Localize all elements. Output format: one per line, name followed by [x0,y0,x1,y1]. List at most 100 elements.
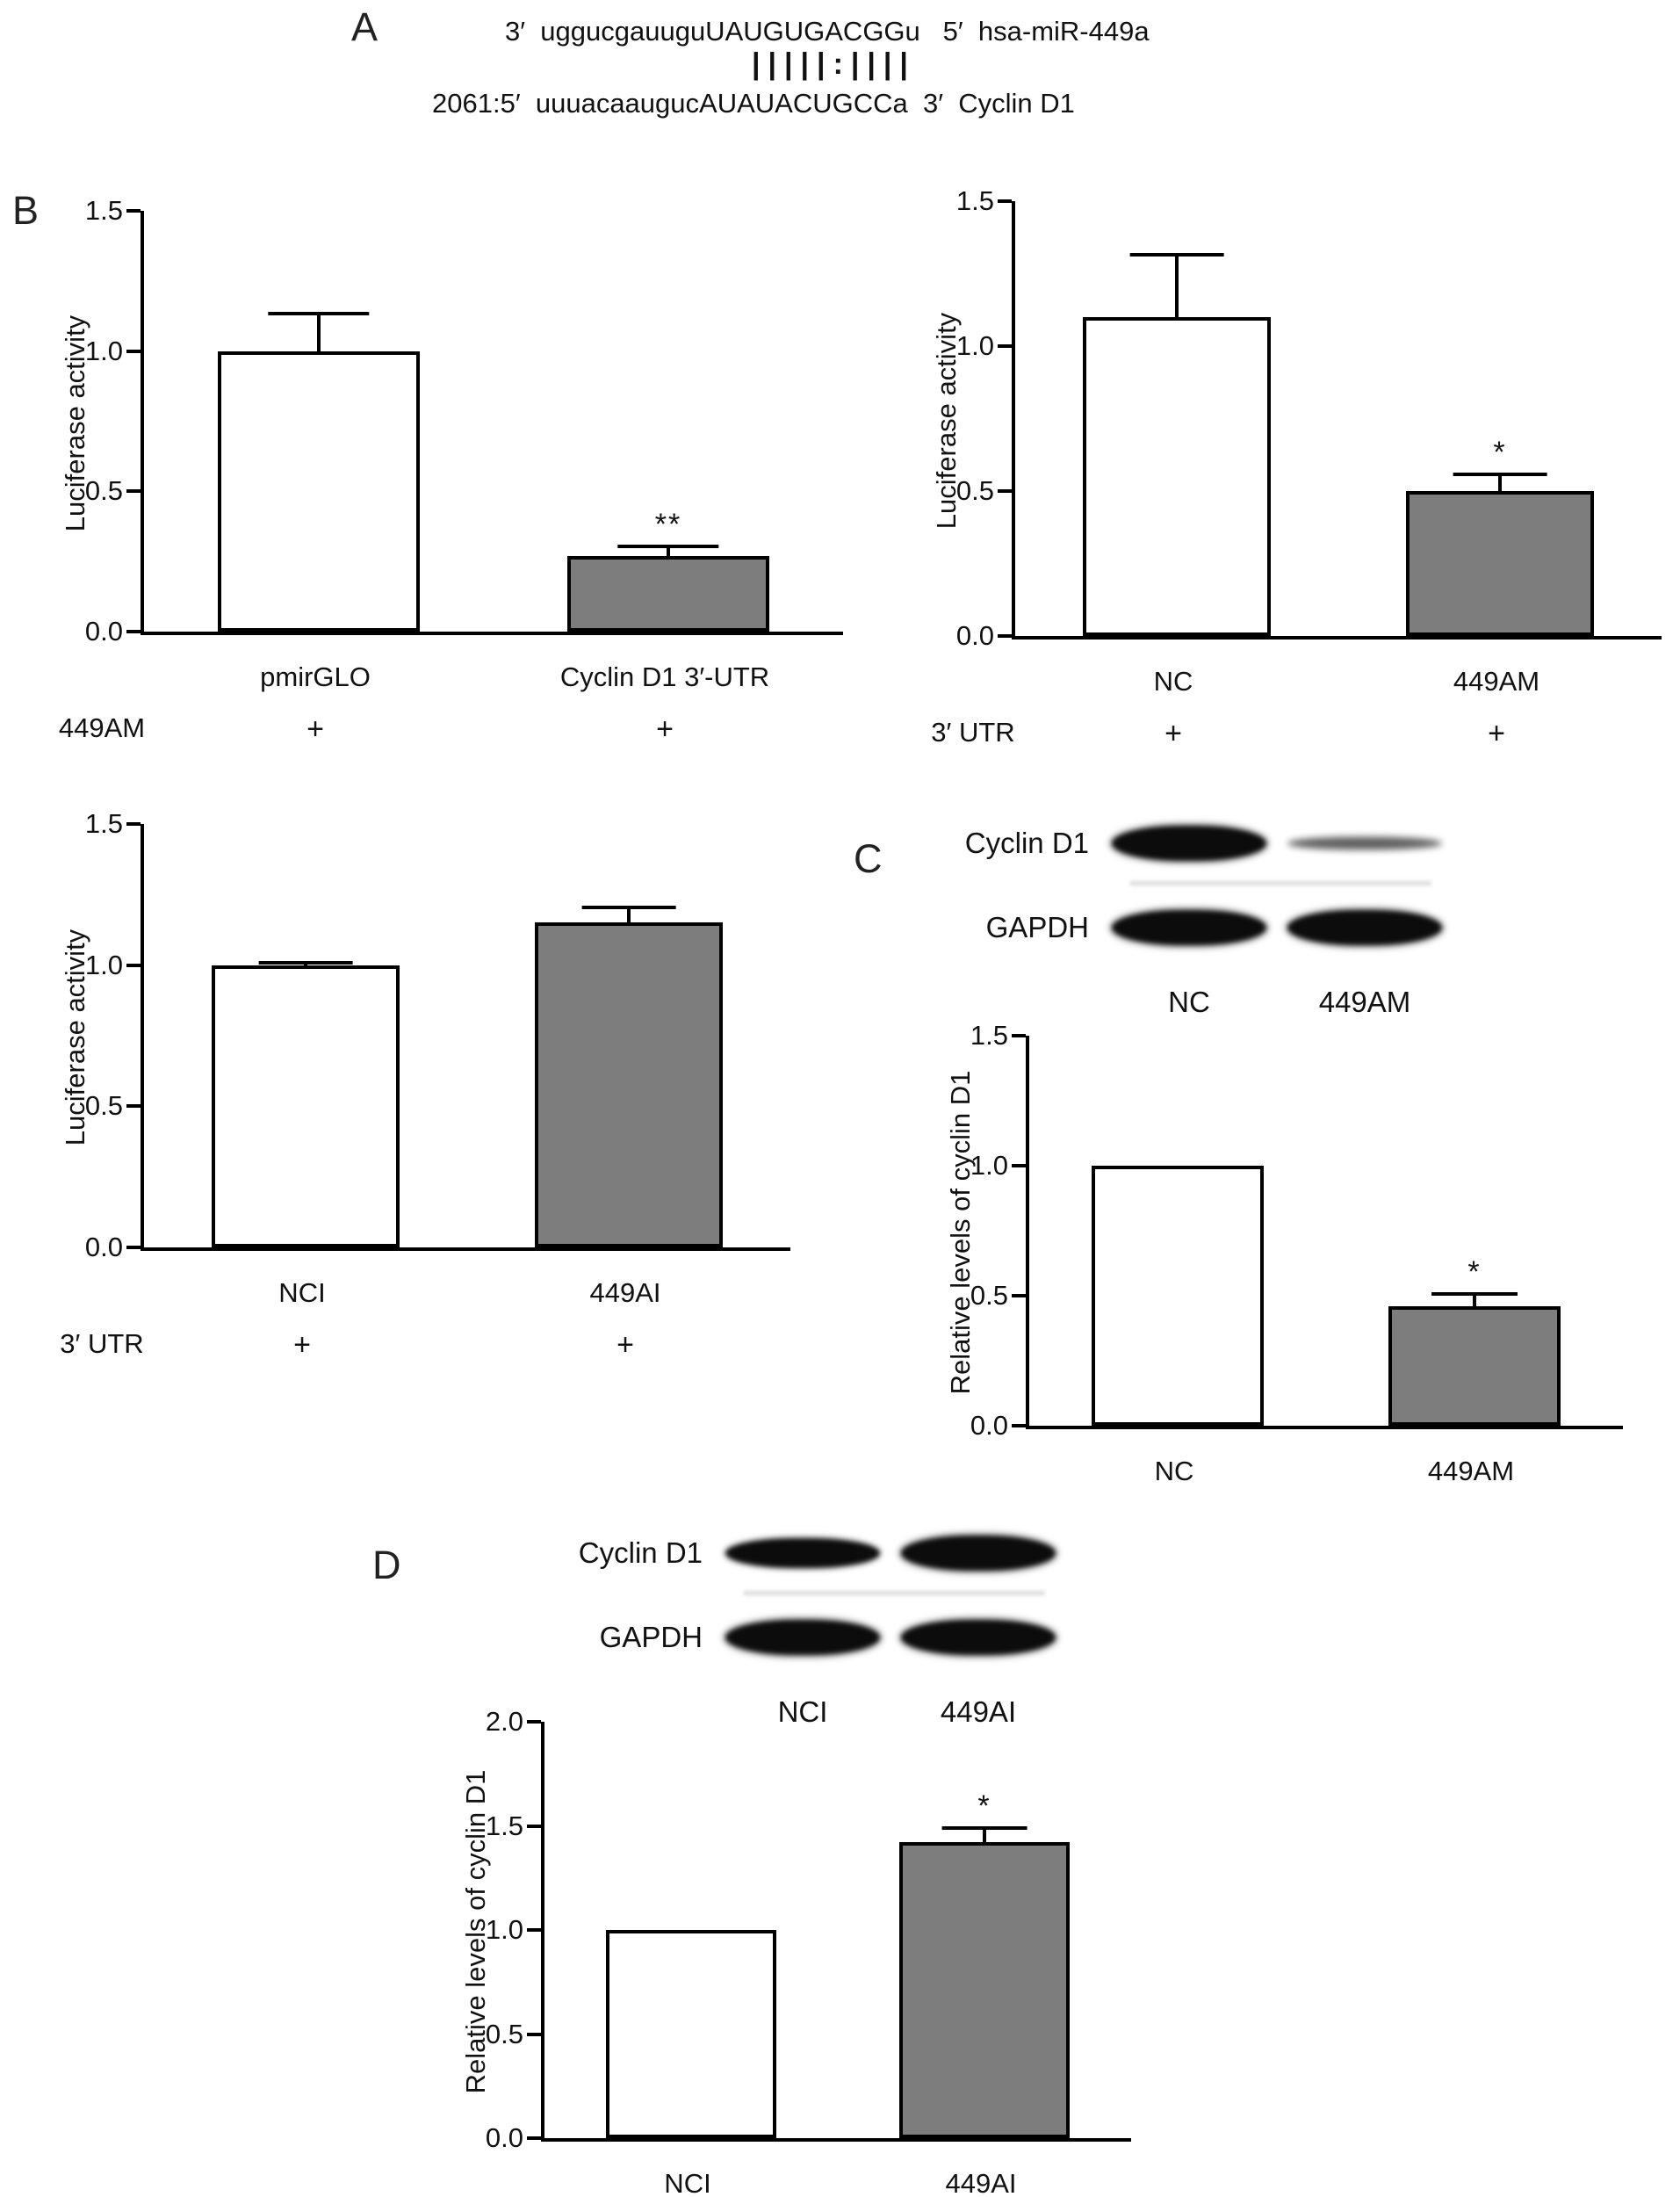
x-category-label: NC [1153,666,1193,697]
condition-plus-mark: + [293,1328,311,1362]
error-bar-cap [581,906,676,910]
panel-b-label: B [12,188,40,233]
significance-marker: ** [654,508,682,541]
error-bar [1473,1291,1476,1306]
y-tick-label: 0.0 [84,1232,123,1262]
condition-plus-mark: + [656,712,674,746]
y-tick-label: 1.5 [485,1810,523,1841]
y-tick [126,630,141,633]
significance-marker: * [977,1789,991,1823]
error-bar [317,311,321,351]
y-tick [126,1104,141,1109]
bar-pmirglo [217,351,421,632]
x-category-label: NCI [664,2168,711,2197]
blot-strip [715,1521,1066,1585]
y-tick [126,349,141,353]
y-tick [998,489,1012,493]
condition-row: 449AM + + [56,712,843,749]
y-tick [1012,1034,1026,1037]
y-tick [126,963,141,967]
condition-plus-mark: + [616,1328,634,1362]
bar-449am [1406,491,1594,636]
blot-strip [1101,896,1453,959]
y-tick-label: 0.0 [970,1410,1008,1441]
y-axis-label: Relative levels of cyclin D1 [945,1070,976,1395]
error-bar [627,906,631,923]
y-tick-label: 0.0 [955,620,994,651]
blot-lane-label: 449AM [1318,986,1411,1018]
blot-strip [715,1606,1066,1669]
blot-protein-label: GAPDH [985,911,1089,943]
y-tick [126,209,141,213]
bar-nc [1083,317,1271,636]
y-tick [126,822,141,826]
y-tick [527,1824,541,1828]
error-bar-cap [617,545,719,548]
bar-nci [212,965,400,1247]
y-tick [527,2136,541,2140]
error-bar-cap [1129,253,1224,257]
blot-row: GAPDH [913,896,1453,959]
x-axis-labels: NCI 449AI [141,1277,790,1314]
error-bar-cap [1453,472,1547,476]
x-category-label: 449AM [1427,1456,1515,1486]
blot-row: GAPDH [527,1606,1066,1669]
y-tick-label: 0.5 [84,1090,123,1122]
y-tick-label: 1.0 [84,335,123,366]
significance-marker: * [1493,435,1507,469]
bar-449ai [535,922,723,1247]
y-tick-label: 0.0 [84,616,123,647]
condition-plus-mark: + [1164,717,1182,750]
x-category-label: 449AI [589,1277,661,1308]
x-axis-labels: NCI 449AI [541,2168,1131,2197]
y-tick-label: 0.5 [485,2018,523,2049]
y-tick-label: 0.0 [485,2122,523,2153]
condition-plus-mark: + [306,712,324,746]
y-tick-label: 1.5 [970,1020,1008,1051]
x-axis-labels: pmirGLO Cyclin D1 3′-UTR [141,661,843,698]
x-category-label: 449AM [1453,666,1540,697]
bar-449ai [899,1842,1070,2138]
mirna-sequence-line: 3′ uggucgauuguUAUGUGACGGu 5′ hsa-miR-449… [505,16,1150,47]
error-bar [1498,472,1502,491]
condition-label: 449AM [58,712,146,743]
blot-band [1112,910,1266,945]
blot-band [1287,836,1442,850]
y-tick [1012,1164,1026,1167]
error-bar [983,1825,986,1843]
panel-d-label: D [372,1543,401,1587]
error-bar-cap [258,960,353,965]
error-bar [667,545,670,556]
y-tick-label: 1.0 [955,330,994,361]
x-category-label: NCI [278,1277,326,1308]
blot-strip [1101,812,1453,875]
blot-protein-label: Cyclin D1 [964,827,1089,859]
x-category-label: Cyclin D1 3′-UTR [559,661,770,692]
blot-lane-label: NCI [777,1695,828,1728]
target-sequence-line: 2061:5′ uuuacaaugucAUAUACUGCCa 3′ Cyclin… [432,88,1075,119]
y-tick-label: 0.5 [84,475,123,507]
blot-lane-label: 449AI [940,1695,1017,1728]
condition-plus-mark: + [1488,717,1505,750]
y-tick [126,1246,141,1249]
base-pairing-marks: |||||:|||| [752,47,916,81]
western-blot-c: Cyclin D1 GAPDH NC 449AM [913,812,1453,1019]
x-category-label: pmirGLO [260,661,371,692]
x-category-label: 449AI [945,2168,1017,2197]
plot-area: 0.0 0.5 1.0 1.5 2.0 * [486,1706,1131,2153]
error-bar-cap [941,1825,1027,1830]
y-tick [998,199,1012,203]
plot-area: 0.0 0.5 1.0 1.5 * [956,185,1662,651]
blot-lane-labels: NC 449AM [1101,986,1453,1019]
y-tick [527,1928,541,1932]
y-tick-label: 0.5 [970,1280,1008,1311]
condition-row: 3′ UTR + + [927,717,1662,754]
y-tick [1012,1294,1026,1297]
plot-area: 0.0 0.5 1.0 1.5 ** [85,195,843,647]
error-bar [1175,253,1179,317]
bar-cyclin-d1-3-utr [566,555,770,632]
western-blot-d: Cyclin D1 GAPDH NCI 449AI [527,1521,1066,1729]
y-tick [527,2032,541,2036]
blot-band [725,1538,880,1568]
